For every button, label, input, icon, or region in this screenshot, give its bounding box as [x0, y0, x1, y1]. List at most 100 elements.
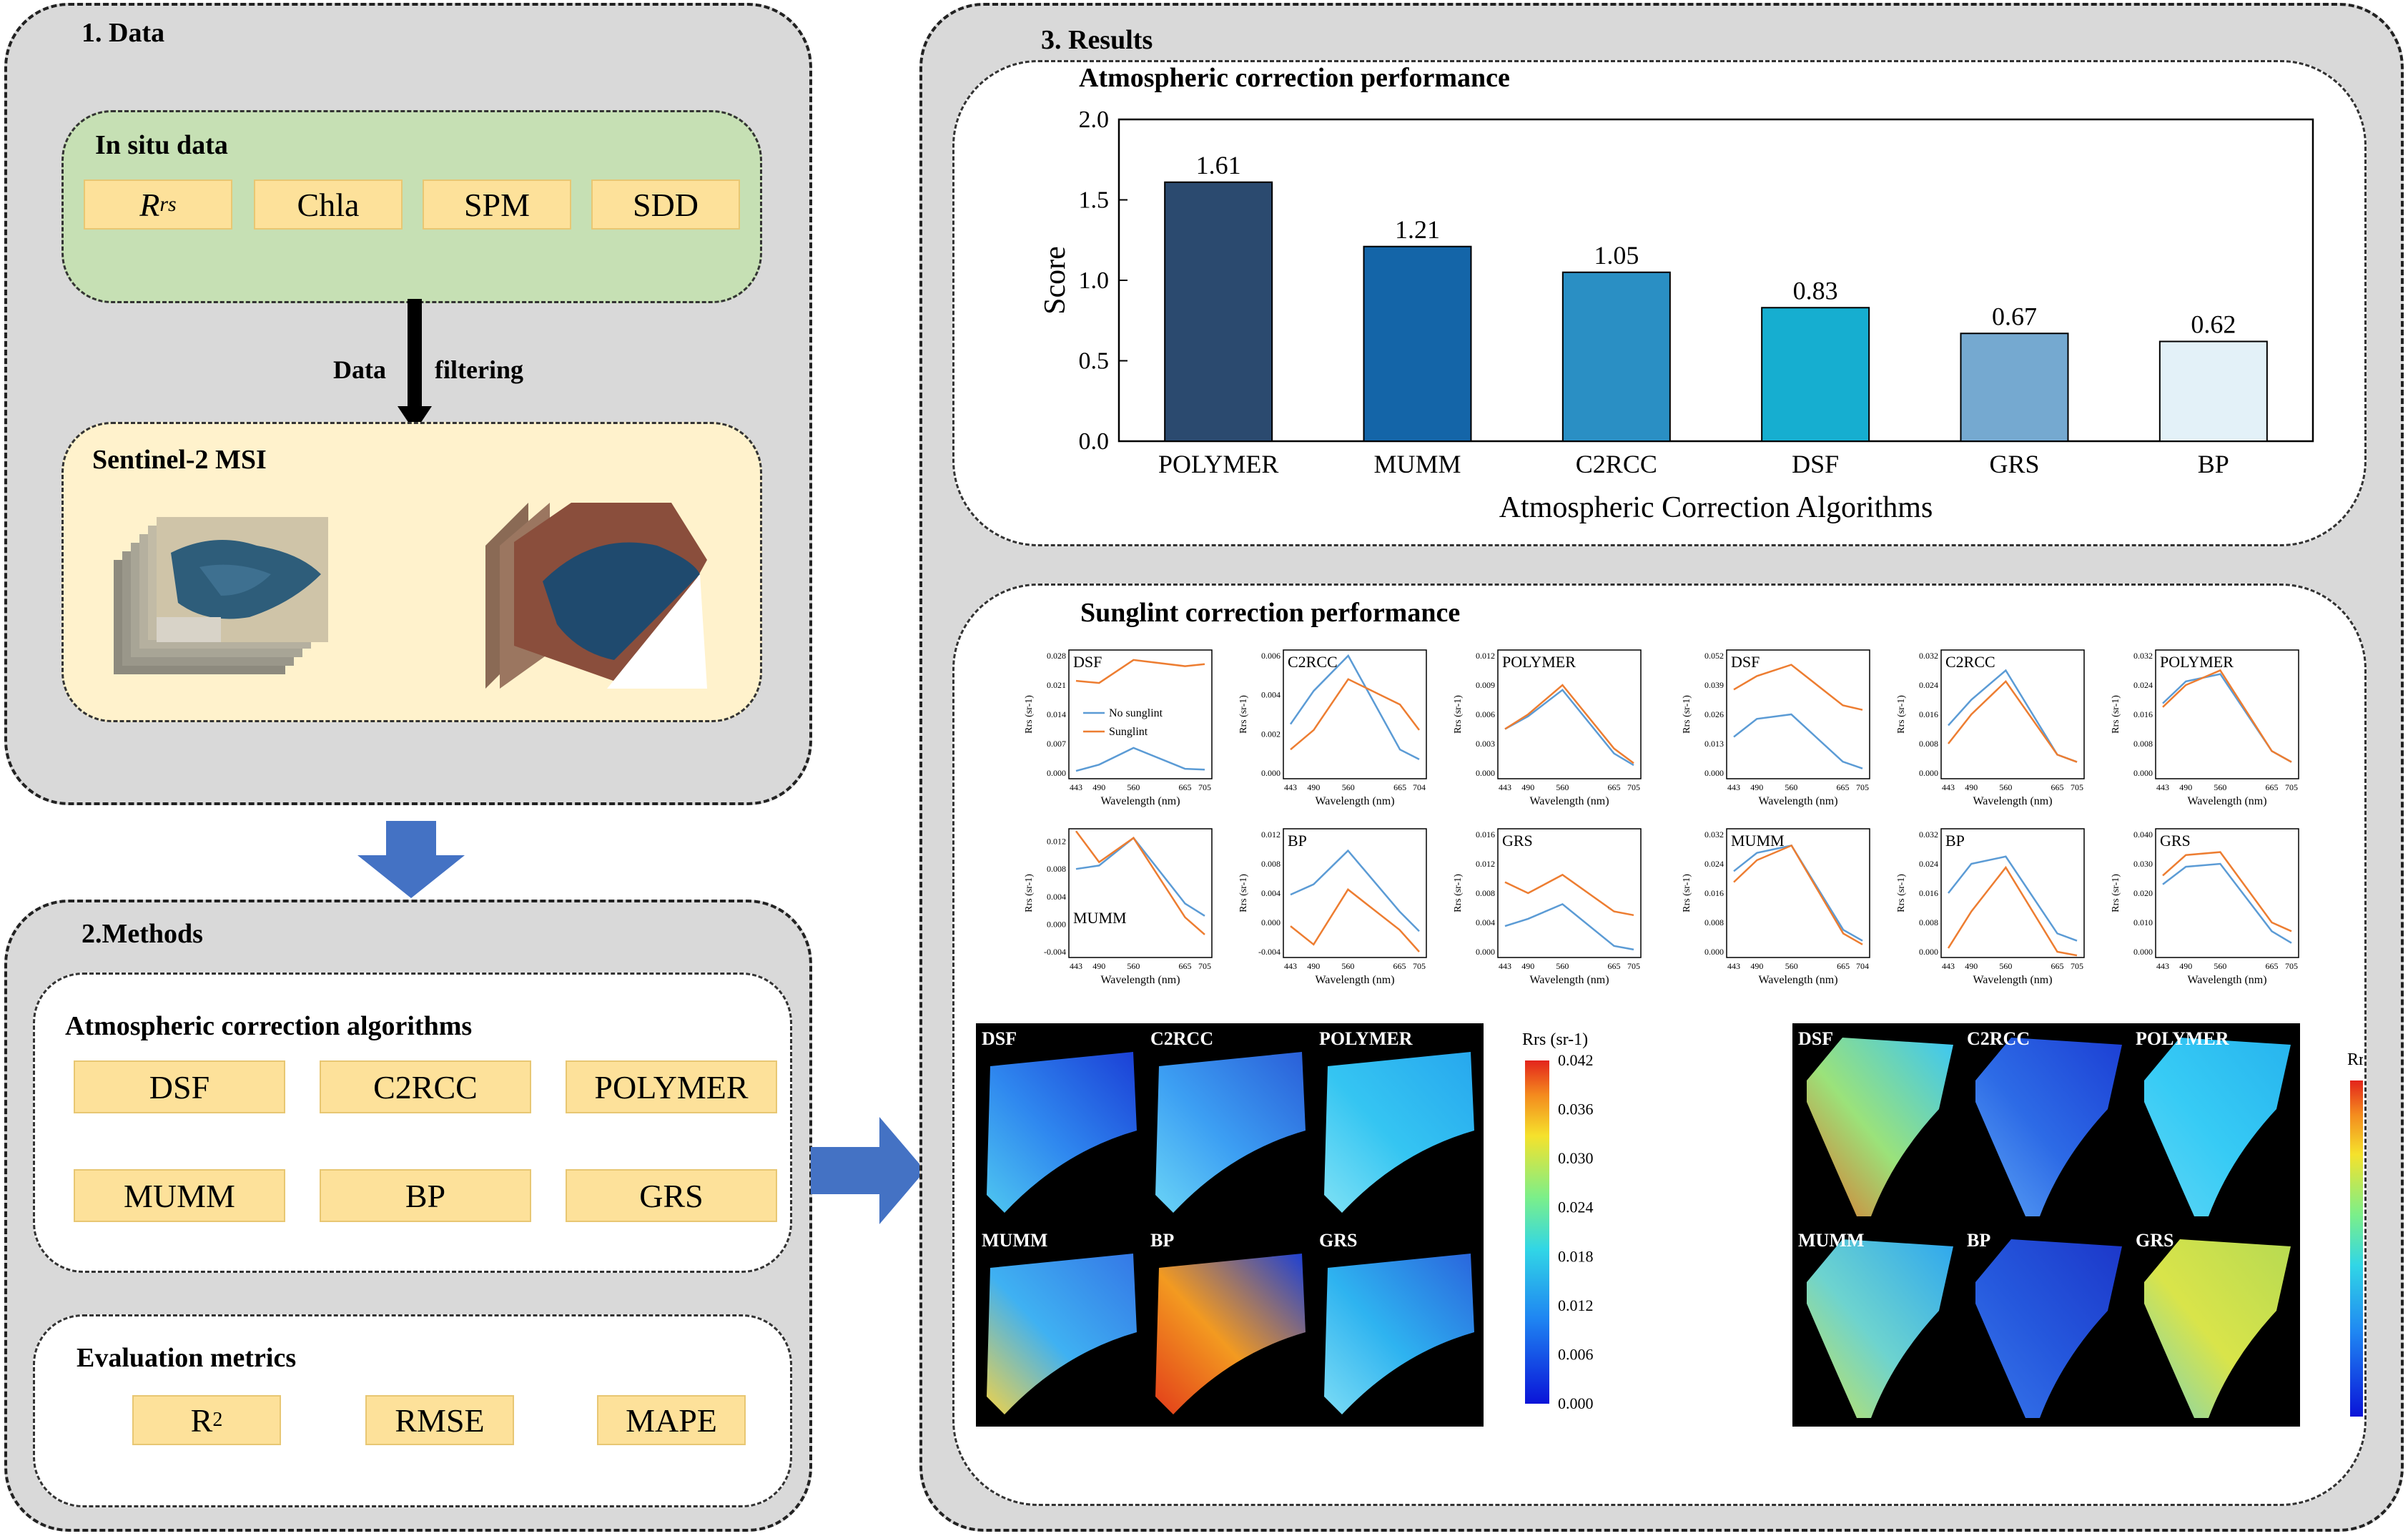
map-label: BP: [1967, 1230, 1990, 1251]
series-line-sunglint: [1504, 873, 1634, 917]
series-line-sunglint: [1948, 679, 2078, 763]
map-right-grs: [2144, 1239, 2291, 1418]
spectrum-xtick-label: 490: [2179, 961, 2192, 971]
spectrum-xtick-label: 490: [1307, 782, 1320, 792]
spectrum-xtick-label: 705: [2071, 782, 2083, 792]
spectrum-xtick-label: 665: [1393, 961, 1406, 971]
spectrum-xtick-label: 490: [1307, 961, 1320, 971]
insitu-title: In situ data: [95, 130, 228, 160]
spectrum-panel-label: C2RCC: [1945, 653, 1995, 671]
methods-panel: 2.Methods Atmospheric correction algorit…: [4, 900, 812, 1532]
spectrum-ylabel: Rrs (sr-1): [1024, 874, 1035, 912]
map-right-c2rcc: [1975, 1038, 2122, 1216]
spectrum-xtick-label: 665: [1608, 961, 1621, 971]
spectrum-ytick-label: 0.008: [2133, 739, 2153, 749]
ac-performance-box: Atmospheric correction performance 0.0 0.…: [952, 60, 2367, 546]
map-label: C2RCC: [1150, 1028, 1213, 1049]
spectrum-panel-label: DSF: [1073, 653, 1102, 671]
data-panel-title: 1. Data: [82, 18, 165, 48]
spectrum-xtick-label: 443: [1499, 961, 1511, 971]
spectrum-panel-left-dsf: 0.000 0.007 0.014 0.021 0.028 443 490 560 665 705…: [1024, 649, 1213, 807]
chip-spm: SPM: [423, 179, 571, 230]
series-line-no-sunglint: [2162, 862, 2292, 944]
spectrum-frame: [2155, 828, 2299, 958]
series-line-no-sunglint: [1504, 902, 1634, 951]
sunglint-performance-title: Sunglint correction performance: [1080, 598, 1461, 628]
spectrum-ytick-label: 0.008: [1919, 917, 1938, 927]
spectrum-xtick-label: 443: [1942, 782, 1955, 792]
map-left-grs: [1324, 1254, 1474, 1414]
spectrum-panel-right-mumm: 0.000 0.008 0.016 0.024 0.032 443 490 560 665 704…: [1682, 828, 1870, 986]
spectrum-xtick-label: 443: [1942, 961, 1955, 971]
bar-chart-frame: [1117, 118, 2314, 443]
series-line-sunglint: [1290, 678, 1420, 751]
spectrum-xtick-label: 443: [1727, 961, 1740, 971]
spectrum-xtick-label: 443: [1070, 782, 1082, 792]
spectrum-panel-left-c2rcc: 0.000 0.002 0.004 0.006 443 490 560 665 704 Wavel…: [1238, 649, 1427, 807]
colorbar-title: Rrs (sr-1): [2347, 1050, 2363, 1069]
spectrum-frame: [1940, 828, 2085, 958]
spectrum-xtick-label: 490: [1750, 961, 1763, 971]
spectrum-ytick-label: 0.039: [1704, 680, 1724, 690]
spectrum-ytick-label: 0.016: [1919, 888, 1938, 898]
bar-chart-ytick-label: 0.0: [1079, 428, 1110, 455]
bar-c2rcc: [1561, 271, 1671, 442]
spectrum-ytick-label: 0.008: [1047, 864, 1066, 874]
spectrum-ytick-label: 0.024: [1704, 859, 1724, 869]
spectrum-xtick-label: 560: [1999, 961, 2012, 971]
spectrum-ytick-label: 0.012: [1476, 651, 1495, 661]
spectrum-xtick-label: 665: [2266, 961, 2279, 971]
spectrum-frame: [1497, 828, 1642, 958]
spectrum-ytick-label: 0.000: [1261, 917, 1281, 927]
data-filtering-label-left: Data: [333, 355, 386, 384]
series-line-sunglint: [1733, 664, 1863, 711]
spectrum-xtick-label: 490: [2179, 782, 2192, 792]
spectrum-xtick-label: 443: [1284, 782, 1297, 792]
spectrum-ytick-label: 0.030: [2133, 859, 2153, 869]
spectrum-xtick-label: 705: [2071, 961, 2083, 971]
spectrum-ytick-label: 0.010: [2133, 917, 2153, 927]
spectrum-frame: [1726, 649, 1870, 779]
spectrum-ytick-label: 0.024: [2133, 680, 2153, 690]
bar-chart-ytick-label: 1.5: [1079, 187, 1110, 214]
spectrum-xtick-label: 560: [2214, 961, 2226, 971]
spectrum-frame: [2155, 649, 2299, 779]
bar-chart-xlabel: Atmospheric Correction Algorithms: [1499, 491, 1933, 524]
spectrum-panel-label: MUMM: [1731, 832, 1785, 850]
map-label: MUMM: [1798, 1230, 1864, 1251]
spectrum-xtick-label: 704: [1856, 961, 1869, 971]
spectrum-panel-left-polymer: 0.000 0.003 0.006 0.009 0.012 443 490 560 665 705…: [1453, 649, 1642, 807]
series-line-no-sunglint: [1289, 654, 1420, 761]
spectrum-ytick-label: 0.032: [1919, 651, 1938, 661]
map-label: C2RCC: [1967, 1028, 2030, 1049]
chip-chla: Chla: [254, 179, 403, 230]
spectrum-ylabel: Rrs (sr-1): [2111, 874, 2121, 912]
spectrum-xtick-label: 560: [1785, 782, 1797, 792]
spectrum-xtick-label: 705: [1198, 961, 1211, 971]
series-line-sunglint: [2162, 669, 2292, 763]
spectrum-xlabel: Wavelength (nm): [1758, 795, 1837, 807]
spectrum-panel-label: C2RCC: [1288, 653, 1338, 671]
series-line-no-sunglint: [1075, 747, 1205, 772]
bar-bp: [2158, 340, 2268, 442]
bar-mumm: [1363, 245, 1472, 442]
spectrum-ytick-label: -0.004: [1044, 947, 1066, 957]
spectrum-xtick-label: 705: [2285, 782, 2298, 792]
spectrum-xlabel: Wavelength (nm): [1758, 974, 1837, 986]
spectrum-panel-label: GRS: [1502, 832, 1533, 850]
bar-grs: [1960, 333, 2069, 442]
map-right-mumm: [1807, 1239, 1953, 1418]
map-left-mumm: [987, 1254, 1137, 1414]
spectrum-ytick-label: 0.002: [1261, 729, 1281, 739]
spectrum-xtick-label: 490: [1965, 961, 1978, 971]
bar-category-label: MUMM: [1373, 450, 1461, 478]
chip-grs: GRS: [566, 1169, 777, 1222]
legend-label: Sunglint: [1109, 726, 1148, 738]
spectrum-ytick-label: 0.003: [1476, 739, 1495, 749]
series-line-no-sunglint: [1948, 855, 2078, 942]
bar-category-label: GRS: [1989, 450, 2039, 478]
spectrum-xtick-label: 665: [1608, 782, 1621, 792]
spectrum-frame: [1497, 649, 1642, 779]
